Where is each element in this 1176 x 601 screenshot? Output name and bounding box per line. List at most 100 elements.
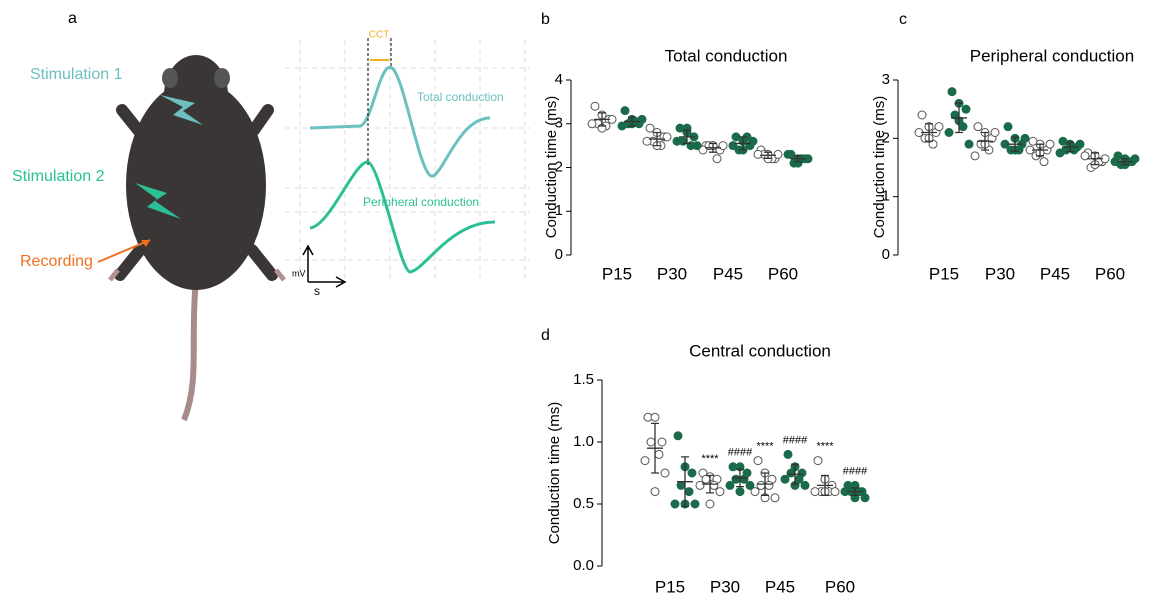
data-point [684, 487, 694, 497]
bolt [160, 95, 203, 125]
data-point [645, 123, 655, 133]
data-point [783, 149, 793, 159]
data-point [731, 474, 741, 484]
x-tick-label: P30 [985, 264, 1015, 283]
data-point [800, 480, 810, 490]
data-point [701, 474, 711, 484]
y-tick-label: 3 [555, 115, 563, 132]
x-tick-label: P15 [602, 264, 632, 283]
data-point [944, 128, 954, 137]
error-bar [677, 456, 693, 508]
scale-axes [302, 244, 347, 288]
data-point [690, 499, 700, 509]
panel-label: d [541, 327, 550, 344]
data-point [650, 412, 660, 422]
y-tick-label: 2 [882, 129, 890, 146]
y-tick-label: 0 [882, 246, 890, 263]
error-bar [760, 151, 776, 159]
data-point [673, 431, 683, 441]
data-point [654, 449, 664, 459]
data-point [617, 121, 627, 131]
data-point [970, 151, 980, 161]
error-bar [1087, 152, 1103, 166]
data-point [705, 499, 715, 509]
x-tick-label: P45 [713, 264, 743, 283]
label: mV [292, 268, 306, 278]
chart-title: Peripheral conduction [970, 46, 1134, 65]
data-point [620, 106, 630, 116]
data-point [687, 468, 697, 478]
data-point [676, 480, 686, 490]
data-point [1039, 157, 1049, 167]
data-point [786, 468, 796, 478]
data-point [990, 128, 1000, 137]
data-point [917, 110, 927, 120]
data-point [745, 480, 755, 490]
error-bar [977, 131, 993, 151]
data-point [739, 474, 749, 484]
significance-label: **** [701, 453, 719, 465]
error-bar [702, 474, 718, 494]
y-tick-label: 0.0 [573, 557, 594, 574]
error-bar [1007, 136, 1023, 152]
y-tick-label: 3 [882, 71, 890, 88]
error-bar [594, 112, 610, 127]
error-bar [790, 155, 806, 163]
error-bar [732, 468, 748, 488]
y-tick-label: 1.5 [573, 371, 594, 388]
data-point [770, 493, 780, 503]
data-point [670, 499, 680, 509]
chart-title: Total conduction [665, 46, 788, 65]
significance-label: #### [783, 434, 808, 446]
data-point [860, 493, 870, 503]
y-axis-label: Conduction time (ms) [543, 96, 560, 239]
significance-label: #### [843, 465, 868, 477]
label: Recording [20, 253, 93, 270]
y-tick-label: 0.5 [573, 495, 594, 512]
data-point [947, 87, 957, 97]
data-point [646, 437, 656, 447]
mouse [108, 55, 286, 422]
data-point [1003, 122, 1013, 132]
y-tick-label: 1 [882, 188, 890, 205]
data-point [712, 154, 722, 164]
data-point [735, 487, 745, 497]
y-tick-label: 4 [555, 71, 563, 88]
error-bar [847, 487, 863, 496]
error-bar [624, 116, 640, 127]
y-tick-label: 1.0 [573, 433, 594, 450]
y-axis-label: Conduction time (ms) [871, 96, 888, 239]
data-point [780, 474, 790, 484]
x-tick-label: P60 [1095, 264, 1125, 283]
data-point [725, 480, 735, 490]
significance-label: #### [728, 447, 753, 459]
data-point [1080, 151, 1090, 161]
x-tick-label: P15 [655, 577, 685, 596]
error-bar [817, 474, 833, 496]
data-point [756, 480, 766, 490]
x-tick-label: P60 [768, 264, 798, 283]
data-point [640, 456, 650, 466]
chart-title: Central conduction [689, 341, 831, 360]
data-point [1045, 139, 1055, 149]
error-bar [679, 129, 695, 145]
data-point [961, 104, 971, 114]
bolt [135, 183, 181, 219]
x-tick-label: P30 [710, 577, 740, 596]
error-bar [705, 142, 721, 153]
arrowhead [141, 240, 150, 247]
data-point [672, 136, 682, 146]
data-point [810, 487, 820, 497]
significance-label: **** [756, 441, 774, 453]
total-trace [309, 66, 491, 178]
data-point [964, 139, 974, 149]
error-bar [1032, 143, 1048, 157]
label: Peripheral conduction [363, 195, 479, 209]
data-point [1130, 154, 1140, 164]
data-point [715, 487, 725, 497]
error-bar [649, 131, 665, 147]
data-point [590, 101, 600, 111]
data-point [934, 122, 944, 132]
x-tick-label: P60 [825, 577, 855, 596]
